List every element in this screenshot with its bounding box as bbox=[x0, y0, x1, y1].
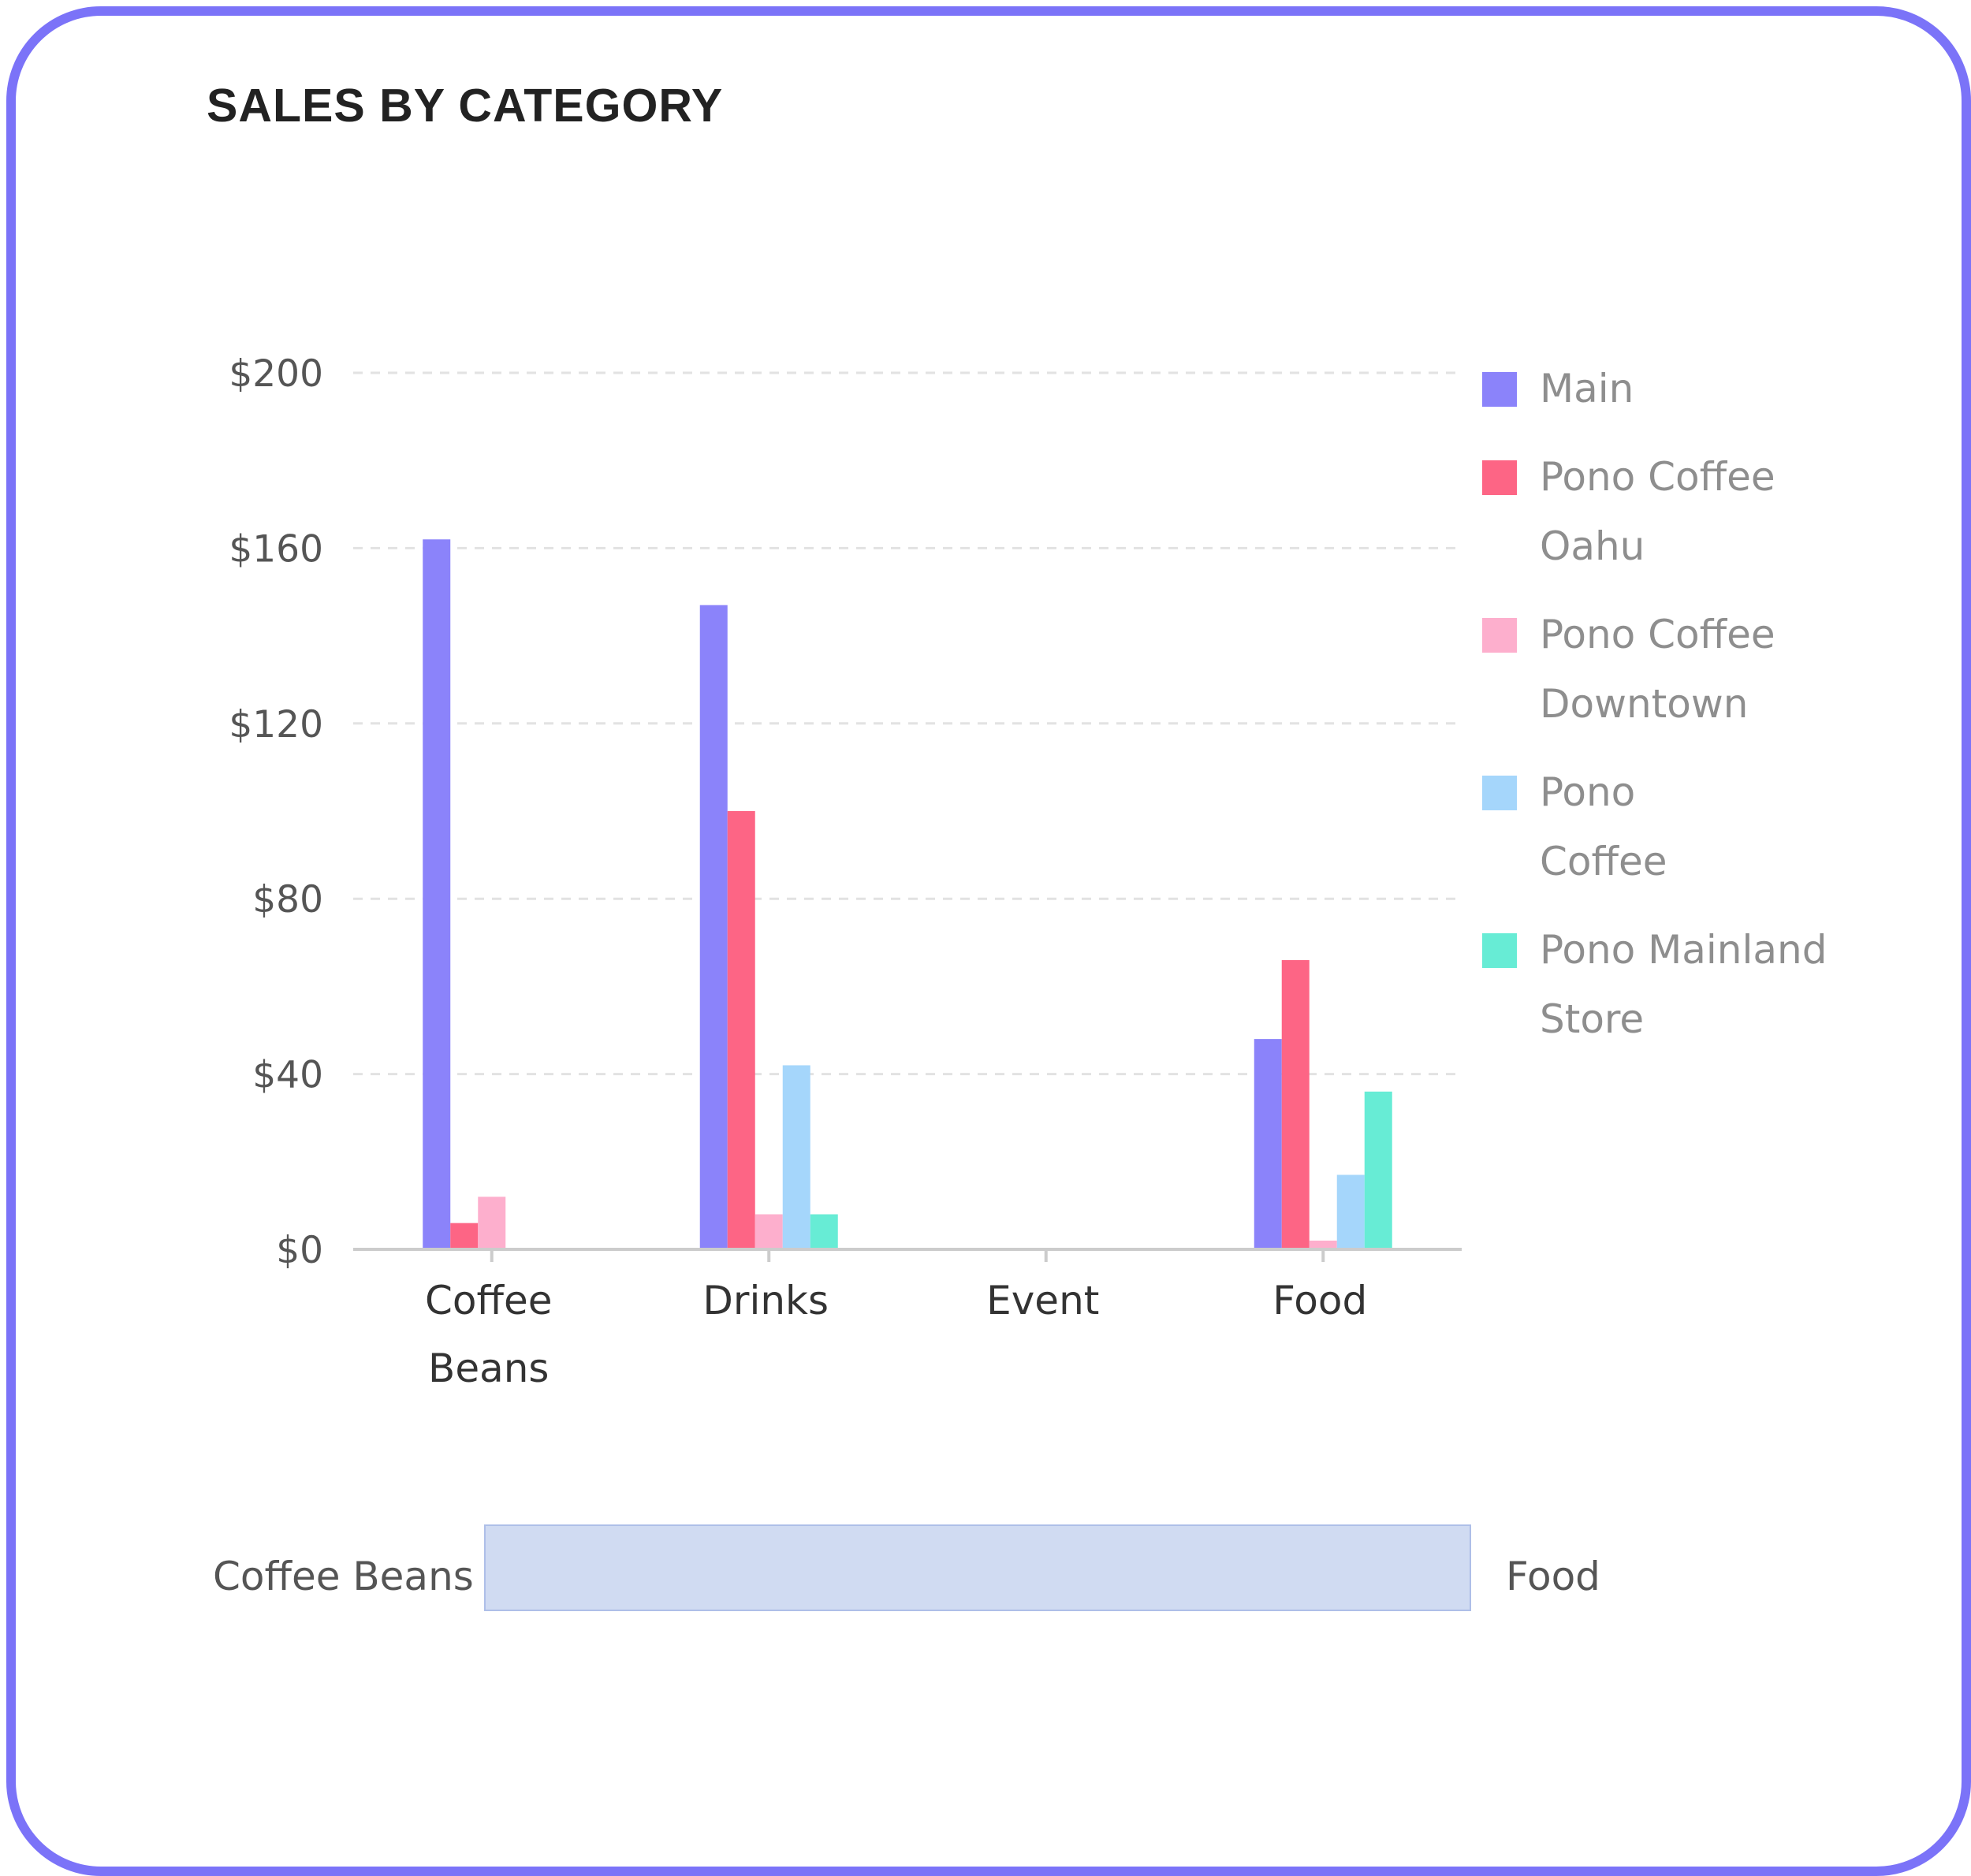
legend-label: Downtown bbox=[1540, 681, 1748, 727]
bar[interactable] bbox=[782, 1065, 810, 1249]
x-tick-label: Event bbox=[986, 1278, 1099, 1323]
bars bbox=[423, 539, 1392, 1249]
legend-swatch bbox=[1482, 618, 1517, 653]
legend-swatch bbox=[1482, 460, 1517, 495]
legend-swatch bbox=[1482, 776, 1517, 810]
legend-label: Oahu bbox=[1540, 523, 1645, 569]
legend-label: Coffee bbox=[1540, 839, 1667, 884]
y-tick-label: $40 bbox=[252, 1054, 323, 1097]
bar[interactable] bbox=[727, 811, 755, 1249]
range-slider[interactable] bbox=[484, 1524, 1471, 1611]
range-start-label: Coffee Beans bbox=[213, 1554, 474, 1599]
x-axis-ticks: Coffee Beans Drinks Event Food bbox=[425, 1249, 1367, 1391]
x-tick-label: Drinks bbox=[702, 1278, 829, 1323]
bar[interactable] bbox=[699, 605, 728, 1249]
y-tick-label: $80 bbox=[252, 878, 323, 921]
bar[interactable] bbox=[810, 1214, 838, 1249]
bar[interactable] bbox=[423, 539, 451, 1249]
bar[interactable] bbox=[1309, 1240, 1337, 1249]
x-tick-label: Coffee bbox=[425, 1278, 552, 1323]
range-end-label: Food bbox=[1506, 1554, 1600, 1599]
bar[interactable] bbox=[1336, 1174, 1365, 1249]
legend-label: Main bbox=[1540, 366, 1634, 411]
y-axis-ticks: $0 $40 $80 $120 $160 $200 bbox=[229, 352, 323, 1272]
y-tick-label: $0 bbox=[276, 1229, 323, 1272]
chart-title: SALES BY CATEGORY bbox=[207, 80, 724, 132]
legend: Main Pono Coffee Oahu Pono Coffee Downtown Po… bbox=[1482, 366, 1827, 1042]
y-tick-label: $120 bbox=[229, 703, 323, 746]
bar[interactable] bbox=[478, 1197, 506, 1249]
bar[interactable] bbox=[754, 1214, 783, 1249]
x-tick-label: Beans bbox=[428, 1346, 549, 1391]
legend-label: Pono bbox=[1540, 769, 1635, 815]
x-tick-label: Food bbox=[1272, 1278, 1367, 1323]
bar[interactable] bbox=[1281, 960, 1310, 1249]
bar[interactable] bbox=[450, 1223, 479, 1249]
bar[interactable] bbox=[1364, 1091, 1392, 1249]
legend-swatch bbox=[1482, 372, 1517, 407]
legend-label: Pono Coffee bbox=[1540, 612, 1775, 657]
legend-label: Pono Mainland bbox=[1540, 927, 1827, 973]
bar[interactable] bbox=[1254, 1039, 1282, 1249]
legend-label: Pono Coffee bbox=[1540, 454, 1775, 500]
legend-label: Store bbox=[1540, 996, 1644, 1042]
y-tick-label: $200 bbox=[229, 352, 323, 396]
legend-swatch bbox=[1482, 933, 1517, 968]
y-tick-label: $160 bbox=[229, 527, 323, 571]
